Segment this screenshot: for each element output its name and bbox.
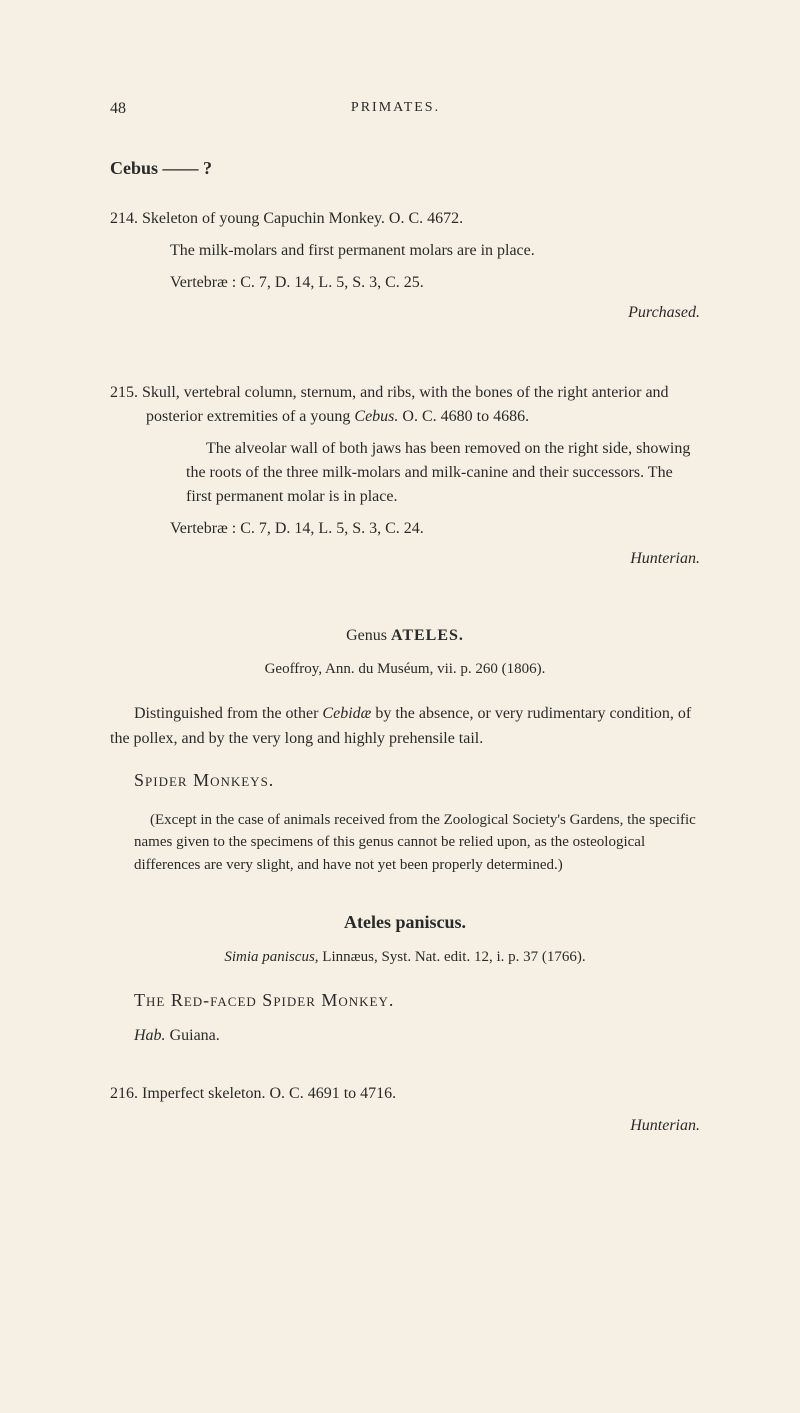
genus-citation: Geoffroy, Ann. du Muséum, vii. p. 260 (1… [110,661,700,678]
genus-name: ATELES. [391,627,464,644]
entry-216: 216. Imperfect skeleton. O. C. 4691 to 4… [110,1085,700,1103]
entry-number: 214. [110,210,138,227]
entry-sub2: Vertebræ : C. 7, D. 14, L. 5, S. 3, C. 2… [206,517,700,541]
species-block: Ateles paniscus. Simia paniscus, Linnæus… [110,912,700,1045]
entry-attribution: Purchased. [146,301,700,325]
species-habitat: Hab. Guiana. [134,1027,700,1045]
entry-sub2: Vertebræ : C. 7, D. 14, L. 5, S. 3, C. 2… [206,271,700,295]
genus-header: Genus ATELES. [110,627,700,645]
entry-215: 215. Skull, vertebral column, sternum, a… [110,381,700,571]
subsection-heading: Spider Monkeys. [134,770,700,791]
parenthetical-note: (Except in the case of animals received … [134,809,700,877]
species-heading: Ateles paniscus. [110,912,700,933]
entry-text: Skull, vertebral column, sternum, and ri… [142,384,669,425]
species-citation: Simia paniscus, Linnæus, Syst. Nat. edit… [110,949,700,966]
genus-description: Distinguished from the other Cebidæ by t… [110,702,700,752]
spacer [110,351,700,381]
entry-title-cebus: Cebus —— ? [110,158,700,179]
entry-sub1: The alveolar wall of both jaws has been … [186,437,700,509]
entry-text: Imperfect skeleton. O. C. 4691 to 4716. [142,1085,396,1102]
entry-text: Skeleton of young Capuchin Monkey. O. C.… [142,210,463,227]
page-header: 48 PRIMATES. [110,100,700,118]
page-content: 48 PRIMATES. Cebus —— ? 214. Skeleton of… [110,100,700,1135]
spacer [110,597,700,627]
entry-214: 214. Skeleton of young Capuchin Monkey. … [110,207,700,325]
entry-number: 216. [110,1085,138,1102]
entry-number: 215. [110,384,138,401]
running-head: PRIMATES. [91,100,700,118]
species-common-name: The Red-faced Spider Monkey. [134,990,700,1011]
entry-attribution: Hunterian. [146,547,700,571]
entry-attribution: Hunterian. [110,1117,700,1135]
entry-sub1: The milk-molars and first permanent mola… [206,239,700,263]
genus-label: Genus [346,627,391,644]
